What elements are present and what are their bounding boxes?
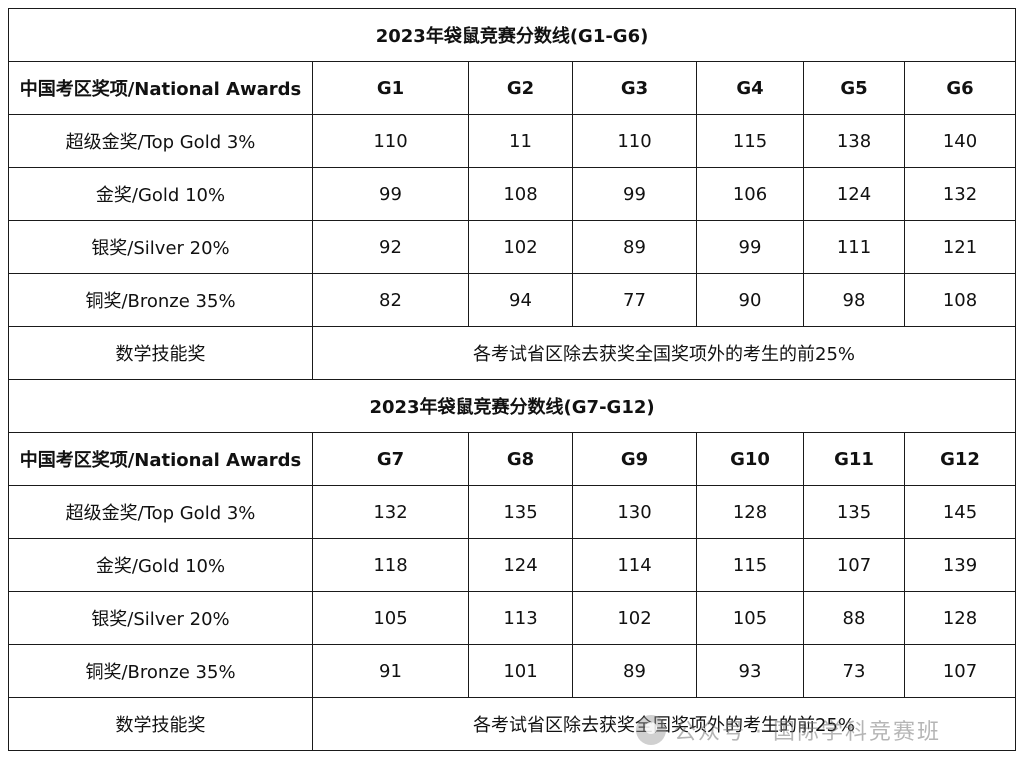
score-cell: 135	[803, 485, 905, 539]
score-cell: 88	[803, 591, 905, 645]
score-cell: 107	[803, 538, 905, 592]
section-title-row: 2023年袋鼠竞赛分数线(G1-G6)	[7, 8, 1017, 62]
header-grade: G11	[803, 432, 905, 486]
header-grade: G3	[572, 61, 697, 115]
score-cell: 11	[468, 114, 573, 168]
score-cell: 82	[312, 273, 469, 327]
score-cell: 135	[468, 485, 573, 539]
score-cell: 132	[903, 167, 1017, 221]
score-cell: 89	[572, 644, 697, 698]
score-cell: 113	[468, 591, 573, 645]
score-cell: 102	[468, 220, 573, 274]
score-cell: 128	[903, 591, 1017, 645]
award-label: 银奖/Silver 20%	[8, 220, 313, 274]
header-grade: G5	[803, 61, 905, 115]
score-cell: 98	[803, 273, 905, 327]
score-cell: 132	[312, 485, 469, 539]
score-cell: 118	[312, 538, 469, 592]
header-grade: G9	[572, 432, 697, 486]
score-cell: 92	[312, 220, 469, 274]
award-label: 超级金奖/Top Gold 3%	[8, 485, 313, 539]
header-row: 中国考区奖项/National Awards G1 G2 G3 G4 G5 G6	[8, 61, 1017, 115]
award-label: 银奖/Silver 20%	[8, 591, 313, 645]
score-cell: 93	[696, 644, 804, 698]
score-cell: 138	[803, 114, 905, 168]
header-grade: G7	[312, 432, 469, 486]
header-award-label: 中国考区奖项/National Awards	[8, 432, 313, 486]
score-table: 2023年袋鼠竞赛分数线(G1-G6) 中国考区奖项/National Awar…	[7, 8, 1017, 751]
skill-award-description: 各考试省区除去获奖全国奖项外的考生的前25%	[311, 326, 1017, 380]
header-grade: G6	[903, 61, 1017, 115]
score-cell: 99	[312, 167, 469, 221]
header-grade: G10	[696, 432, 804, 486]
score-cell: 106	[696, 167, 804, 221]
score-cell: 114	[572, 538, 697, 592]
score-cell: 110	[312, 114, 469, 168]
header-award-label: 中国考区奖项/National Awards	[8, 61, 313, 115]
section-title: 2023年袋鼠竞赛分数线(G7-G12)	[7, 379, 1017, 433]
score-cell: 110	[572, 114, 697, 168]
score-cell: 99	[696, 220, 804, 274]
skill-award-description: 各考试省区除去获奖全国奖项外的考生的前25%	[311, 697, 1017, 751]
header-grade: G12	[903, 432, 1017, 486]
score-cell: 124	[468, 538, 573, 592]
table-row: 金奖/Gold 10% 99 108 99 106 124 132	[8, 167, 1017, 221]
score-cell: 111	[803, 220, 905, 274]
score-cell: 108	[468, 167, 573, 221]
skill-award-label: 数学技能奖	[8, 697, 313, 751]
score-cell: 89	[572, 220, 697, 274]
skill-award-row: 数学技能奖 各考试省区除去获奖全国奖项外的考生的前25%	[8, 697, 1017, 751]
header-grade: G2	[468, 61, 573, 115]
score-cell: 90	[696, 273, 804, 327]
table-row: 铜奖/Bronze 35% 82 94 77 90 98 108	[8, 273, 1017, 327]
score-cell: 94	[468, 273, 573, 327]
score-cell: 115	[696, 538, 804, 592]
score-cell: 121	[903, 220, 1017, 274]
table-row: 超级金奖/Top Gold 3% 110 11 110 115 138 140	[8, 114, 1017, 168]
section-title: 2023年袋鼠竞赛分数线(G1-G6)	[7, 8, 1017, 62]
table-row: 铜奖/Bronze 35% 91 101 89 93 73 107	[8, 644, 1017, 698]
score-cell: 101	[468, 644, 573, 698]
score-cell: 115	[696, 114, 804, 168]
score-cell: 145	[903, 485, 1017, 539]
award-label: 铜奖/Bronze 35%	[8, 644, 313, 698]
score-cell: 102	[572, 591, 697, 645]
score-cell: 107	[903, 644, 1017, 698]
skill-award-label: 数学技能奖	[8, 326, 313, 380]
score-cell: 140	[903, 114, 1017, 168]
section-title-row: 2023年袋鼠竞赛分数线(G7-G12)	[7, 379, 1017, 433]
score-cell: 128	[696, 485, 804, 539]
table-row: 超级金奖/Top Gold 3% 132 135 130 128 135 145	[8, 485, 1017, 539]
table-row: 银奖/Silver 20% 105 113 102 105 88 128	[8, 591, 1017, 645]
score-cell: 77	[572, 273, 697, 327]
score-cell: 91	[312, 644, 469, 698]
award-label: 金奖/Gold 10%	[8, 538, 313, 592]
score-cell: 139	[903, 538, 1017, 592]
score-cell: 124	[803, 167, 905, 221]
header-grade: G1	[312, 61, 469, 115]
skill-award-row: 数学技能奖 各考试省区除去获奖全国奖项外的考生的前25%	[8, 326, 1017, 380]
score-cell: 108	[903, 273, 1017, 327]
table-row: 银奖/Silver 20% 92 102 89 99 111 121	[8, 220, 1017, 274]
header-grade: G4	[696, 61, 804, 115]
header-grade: G8	[468, 432, 573, 486]
score-cell: 130	[572, 485, 697, 539]
table-row: 金奖/Gold 10% 118 124 114 115 107 139	[8, 538, 1017, 592]
header-row: 中国考区奖项/National Awards G7 G8 G9 G10 G11 …	[8, 432, 1017, 486]
award-label: 超级金奖/Top Gold 3%	[8, 114, 313, 168]
score-cell: 73	[803, 644, 905, 698]
award-label: 铜奖/Bronze 35%	[8, 273, 313, 327]
score-cell: 105	[312, 591, 469, 645]
award-label: 金奖/Gold 10%	[8, 167, 313, 221]
score-cell: 99	[572, 167, 697, 221]
score-cell: 105	[696, 591, 804, 645]
